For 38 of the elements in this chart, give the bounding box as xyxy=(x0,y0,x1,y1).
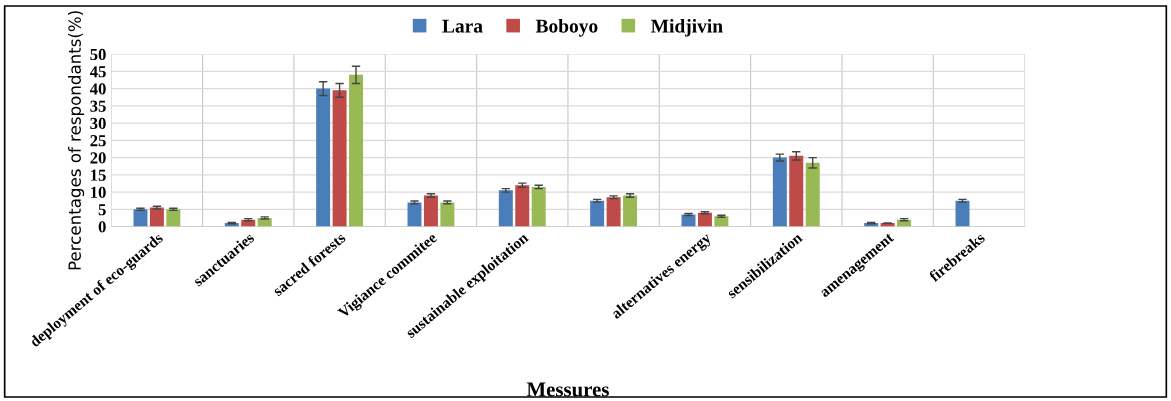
legend-label: Boboyo xyxy=(535,18,598,37)
bar xyxy=(805,162,820,227)
bar xyxy=(789,155,804,227)
y-tick-label: 20 xyxy=(90,152,106,164)
legend-label: Midjivin xyxy=(651,18,723,37)
bar xyxy=(166,209,181,227)
bar xyxy=(515,185,530,227)
bar xyxy=(149,207,164,227)
bar xyxy=(714,216,729,227)
y-tick-label: 25 xyxy=(90,135,106,147)
bar xyxy=(423,195,438,227)
bar xyxy=(498,190,513,227)
bar xyxy=(316,88,331,227)
bar xyxy=(955,200,970,227)
y-tick-label: 30 xyxy=(90,117,106,130)
y-tick-label: 40 xyxy=(89,83,106,95)
y-tick-label: 10 xyxy=(91,186,106,199)
x-axis-title: Messures xyxy=(526,382,609,397)
bar xyxy=(133,209,148,227)
bar xyxy=(623,195,638,227)
bar xyxy=(606,197,621,227)
bar xyxy=(681,214,696,227)
y-tick-label: 15 xyxy=(91,169,106,181)
bar xyxy=(772,157,787,227)
bar xyxy=(407,202,422,227)
bar xyxy=(697,212,712,227)
y-tick-label: 5 xyxy=(98,204,106,216)
y-axis-title: Percentages of respondants(%) xyxy=(68,11,85,270)
bar xyxy=(590,200,605,227)
bar xyxy=(531,186,546,227)
bar xyxy=(349,74,364,227)
y-tick-label: 45 xyxy=(89,66,106,78)
y-tick-label: 50 xyxy=(90,48,106,61)
y-tick-label: 0 xyxy=(98,221,106,233)
bar xyxy=(440,202,455,227)
bar xyxy=(332,90,347,227)
legend-label: Lara xyxy=(442,19,483,33)
y-tick-label: 35 xyxy=(90,100,106,112)
